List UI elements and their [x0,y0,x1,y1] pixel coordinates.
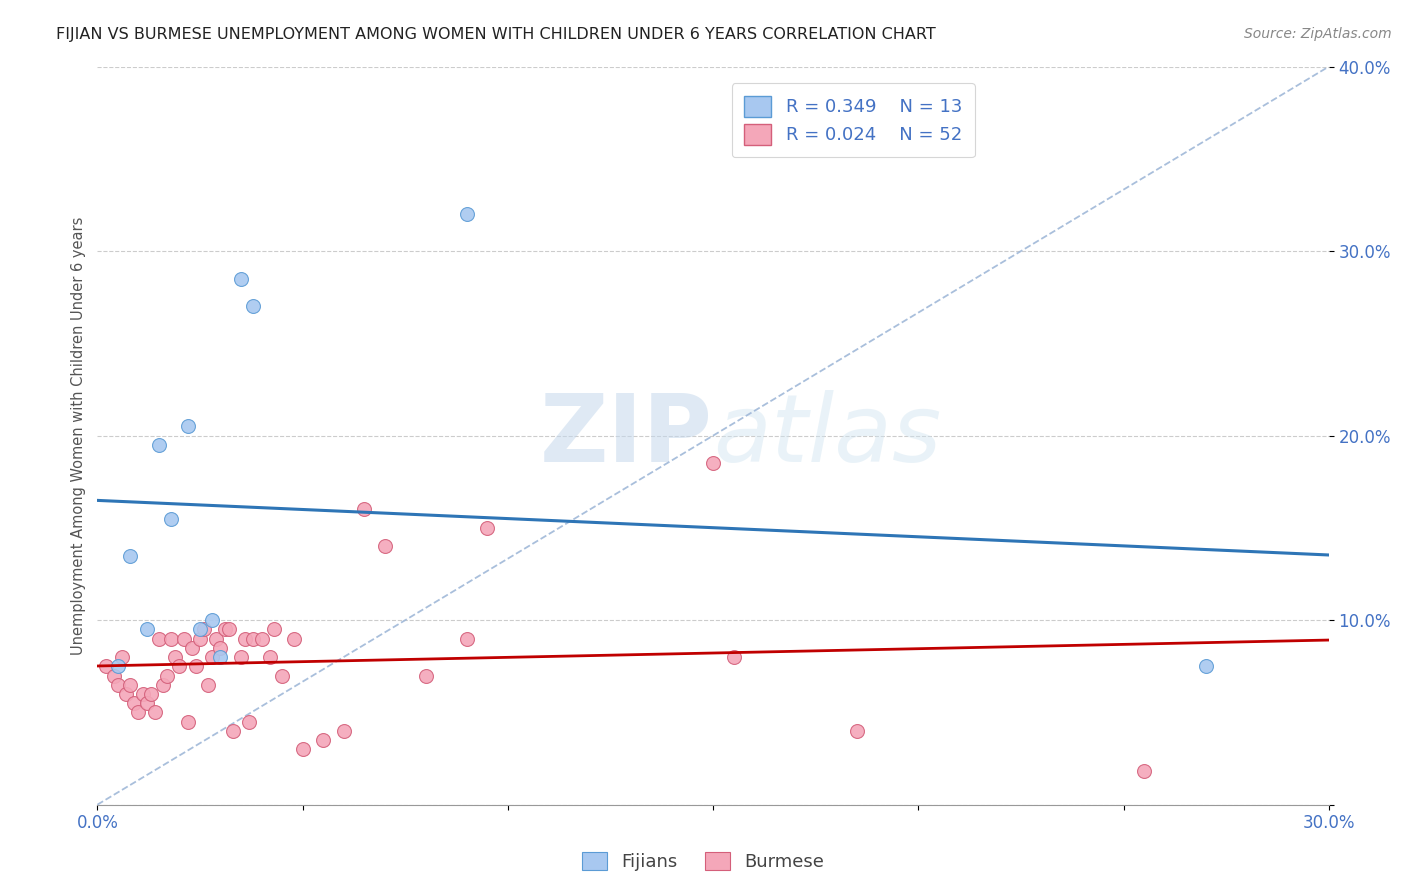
Point [218,623,240,637]
Point [209,650,232,665]
Point [103,668,125,682]
Point [135,696,157,710]
Point [1194,659,1216,673]
Point [148,438,170,452]
Point [169,659,191,673]
Point [242,632,264,646]
Text: Source: ZipAtlas.com: Source: ZipAtlas.com [1244,27,1392,41]
Point [135,623,157,637]
Point [176,419,198,434]
Point [156,668,179,682]
Point [233,632,256,646]
Point [250,632,273,646]
Point [173,632,195,646]
Point [111,650,134,665]
Point [197,678,219,692]
Point [160,632,183,646]
Point [312,733,335,747]
Point [214,623,236,637]
Point [188,623,211,637]
Point [229,272,252,286]
Text: atlas: atlas [713,390,941,481]
Point [165,650,187,665]
Point [415,668,437,682]
Point [332,723,354,738]
Point [176,714,198,729]
Point [291,742,314,756]
Point [205,632,228,646]
Point [283,632,305,646]
Point [259,650,281,665]
Point [201,613,224,627]
Y-axis label: Unemployment Among Women with Children Under 6 years: Unemployment Among Women with Children U… [72,217,86,655]
Point [238,714,260,729]
Point [94,659,117,673]
Point [456,207,478,221]
Point [180,640,202,655]
Point [152,678,174,692]
Point [139,687,162,701]
Point [229,650,252,665]
Point [148,632,170,646]
Point [124,696,146,710]
Text: FIJIAN VS BURMESE UNEMPLOYMENT AMONG WOMEN WITH CHILDREN UNDER 6 YEARS CORRELATI: FIJIAN VS BURMESE UNEMPLOYMENT AMONG WOM… [56,27,936,42]
Point [107,659,129,673]
Point [1133,764,1156,779]
Legend: R = 0.349    N = 13, R = 0.024    N = 52: R = 0.349 N = 13, R = 0.024 N = 52 [731,83,974,157]
Point [120,678,142,692]
Point [120,549,142,563]
Point [477,521,499,535]
Point [188,632,211,646]
Point [353,502,375,516]
Point [702,456,724,470]
Point [271,668,294,682]
Point [127,706,149,720]
Point [107,678,129,692]
Text: ZIP: ZIP [540,390,713,482]
Point [131,687,153,701]
Point [374,540,396,554]
Point [723,650,745,665]
Point [242,300,264,314]
Point [143,706,166,720]
Legend: Fijians, Burmese: Fijians, Burmese [575,845,831,879]
Point [201,650,224,665]
Point [456,632,478,646]
Point [222,723,245,738]
Point [263,623,285,637]
Point [184,659,207,673]
Point [160,511,183,525]
Point [115,687,138,701]
Point [193,623,215,637]
Point [845,723,868,738]
Point [209,640,232,655]
